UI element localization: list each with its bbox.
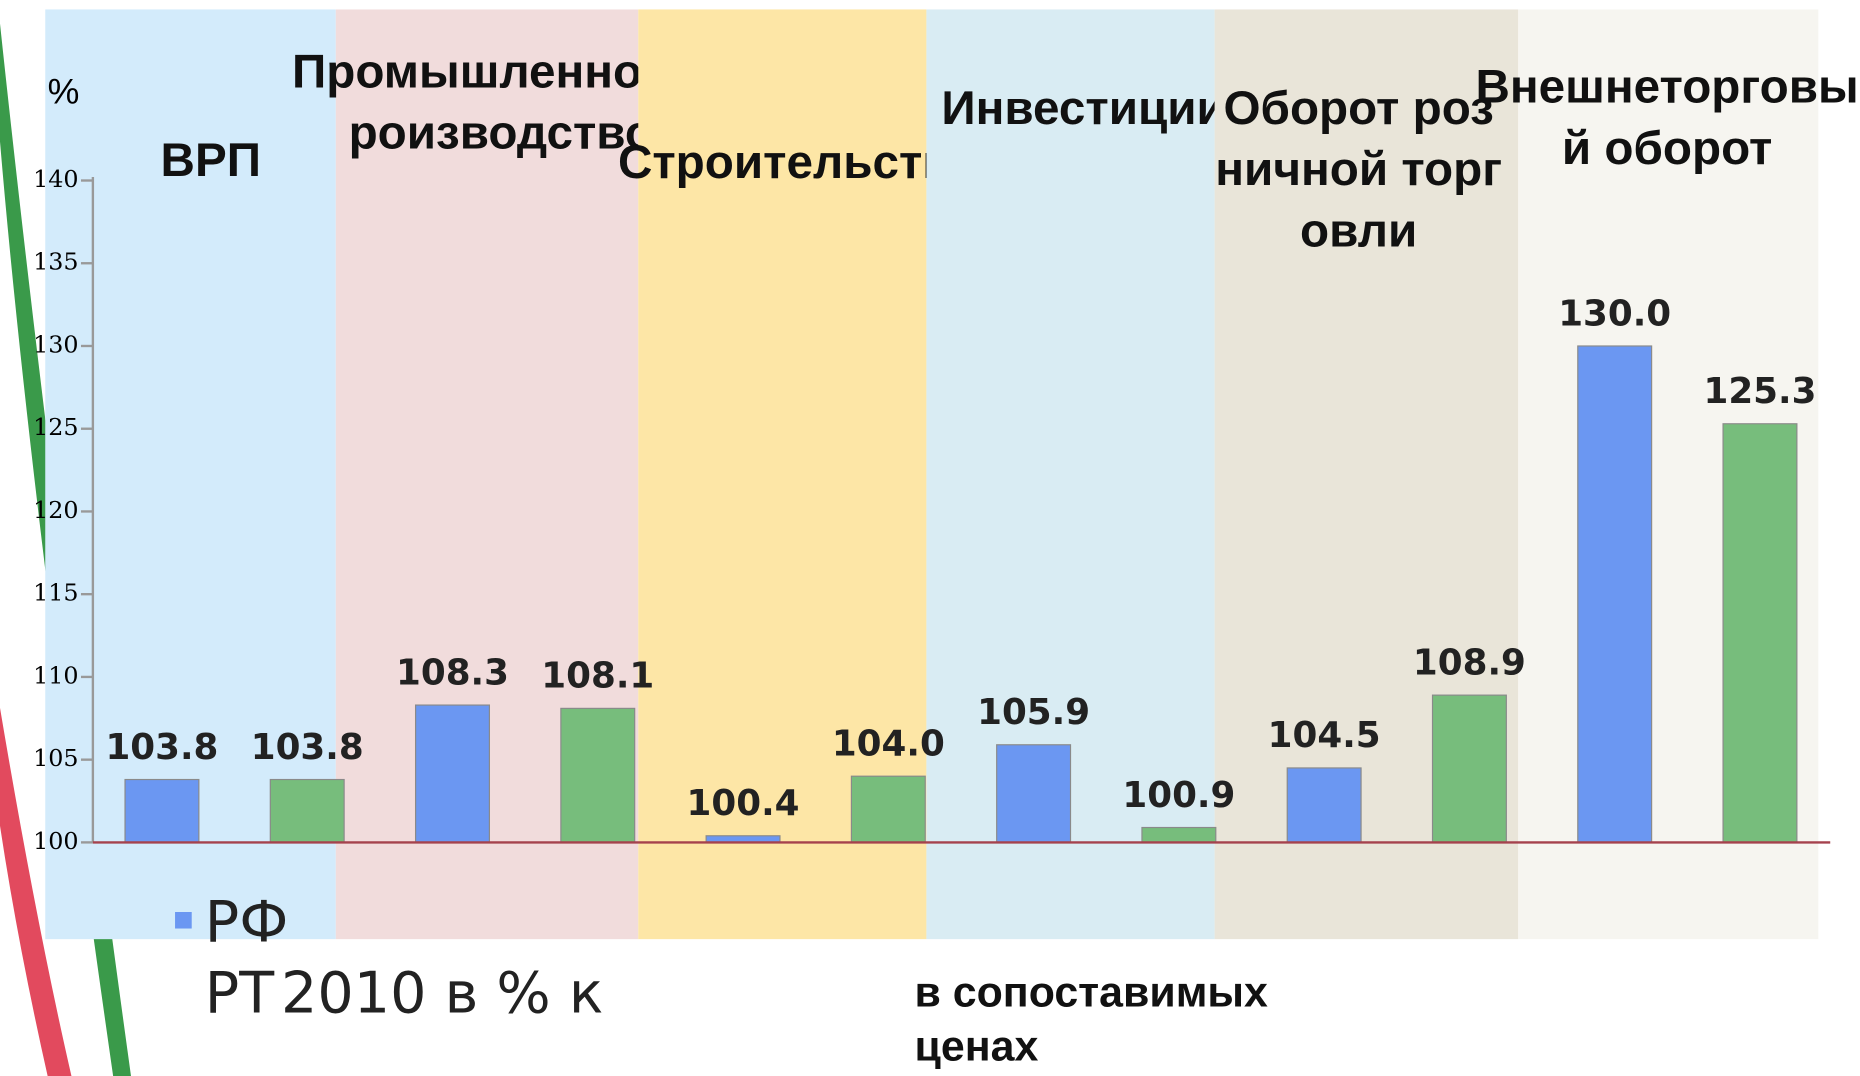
value-label: 108.3	[396, 652, 509, 693]
value-label: 108.1	[541, 656, 654, 697]
value-label: 125.3	[1703, 371, 1816, 412]
y-tick-label: 115	[33, 579, 78, 607]
y-tick-label: 110	[33, 661, 78, 689]
note: в сопоставимых ценах	[914, 967, 1268, 1071]
value-label: 104.5	[1268, 715, 1381, 756]
value-label: 108.9	[1413, 643, 1526, 684]
category-label-box: Оборот розничной торговли	[1215, 82, 1503, 258]
y-tick-label: 120	[33, 496, 78, 524]
value-label: 105.9	[977, 692, 1090, 733]
bar	[1722, 423, 1798, 843]
value-label: 103.8	[251, 727, 364, 768]
y-tick-label: 100	[33, 827, 78, 855]
category-label: ВРП	[160, 134, 261, 187]
y-tick-label: 105	[33, 744, 78, 772]
category-label: Внешнеторговый оборот	[1475, 61, 1859, 175]
category-label-box: Строительство	[617, 136, 981, 189]
category-label-box: Инвестиции	[941, 82, 1226, 135]
value-label: 100.4	[687, 783, 800, 824]
value-label: 104.0	[832, 724, 945, 765]
y-tick-label: 135	[33, 248, 78, 276]
y-tick-label: 130	[33, 331, 78, 359]
note-box: в сопоставимых ценах	[914, 967, 1268, 1071]
bar	[1141, 826, 1217, 843]
category-label-box: Внешнеторговый оборот	[1475, 61, 1859, 175]
bar	[269, 778, 345, 843]
value-label: 130.0	[1558, 293, 1671, 334]
category-label: Строительство	[617, 136, 981, 189]
subtitle-fragment: 2010 в % к	[281, 961, 603, 1027]
value-label: 103.8	[105, 727, 218, 768]
y-tick-label: 125	[33, 413, 78, 441]
legend-label: РФ	[205, 890, 289, 956]
bar	[414, 704, 491, 843]
category-label: Оборот розничной торговли	[1215, 82, 1503, 258]
decor-red	[0, 707, 72, 1076]
legend-label: РТ	[205, 961, 275, 1027]
bar	[1286, 767, 1362, 843]
legend-swatch	[175, 912, 192, 929]
category-label: Инвестиции	[941, 82, 1226, 135]
bar	[1431, 694, 1507, 843]
y-axis-label: %	[48, 72, 80, 112]
bar	[850, 775, 926, 843]
bar	[560, 707, 636, 843]
bar	[124, 778, 200, 843]
bar	[996, 744, 1072, 843]
value-label: 100.9	[1122, 775, 1235, 816]
bar	[1577, 345, 1653, 843]
category-label-box: ВРП	[160, 134, 261, 187]
y-tick-label: 140	[33, 165, 78, 193]
